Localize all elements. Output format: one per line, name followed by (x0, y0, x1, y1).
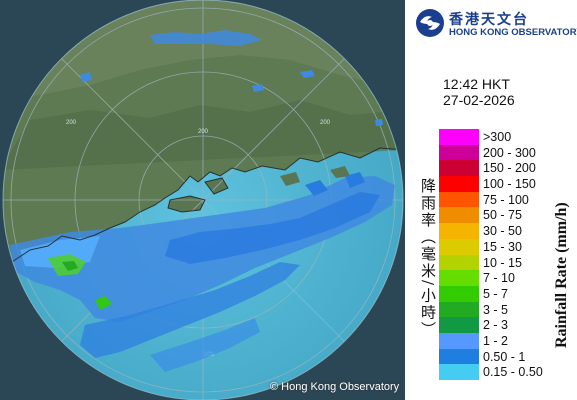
range-label: 200 (66, 120, 77, 126)
coastline (3, 147, 403, 269)
legend-item: >300 (439, 129, 569, 145)
legend-label: 50 - 75 (483, 208, 522, 223)
rain-echoes (10, 30, 395, 372)
legend-swatch (439, 238, 479, 255)
legend-panel: 香港天文台 HONG KONG OBSERVATORY 12:42 HKT 27… (405, 0, 577, 400)
legend-item: 200 - 300 (439, 144, 569, 161)
unit-label-zh: 降雨率（毫米/小時） (419, 178, 437, 339)
legend-label: 0.50 - 1 (483, 349, 526, 364)
legend-item: 0.50 - 1 (439, 348, 569, 365)
legend-item: 10 - 15 (439, 254, 569, 271)
legend-item: 75 - 100 (439, 191, 569, 208)
legend-item: 100 - 150 (439, 176, 569, 192)
legend-swatch (439, 332, 479, 349)
legend-swatch (439, 364, 479, 380)
range-label: 200 (198, 129, 209, 135)
rainfall-legend: >300 200 - 300 150 - 200 100 - 150 75 - … (439, 129, 569, 380)
legend-swatch (439, 129, 479, 145)
legend-item: 2 - 3 (439, 317, 569, 333)
legend-label: 0.15 - 0.50 (483, 365, 543, 380)
report-time: 12:42 HKT (443, 76, 510, 92)
legend-label: >300 (483, 130, 512, 144)
legend-label: 100 - 150 (483, 177, 536, 192)
radar-map[interactable]: 200 200 200 200 (0, 0, 405, 400)
legend-item: 3 - 5 (439, 301, 569, 318)
legend-swatch (439, 176, 479, 192)
legend-swatch (439, 317, 479, 333)
legend-label: 15 - 30 (483, 239, 522, 254)
legend-item: 1 - 2 (439, 332, 569, 349)
legend-label: 5 - 7 (483, 286, 509, 301)
legend-item: 0.15 - 0.50 (439, 364, 569, 380)
org-name-en: HONG KONG OBSERVATORY (449, 27, 577, 38)
legend-item: 5 - 7 (439, 285, 569, 302)
legend-item: 50 - 75 (439, 207, 569, 224)
range-label: 200 (320, 120, 331, 126)
legend-label: 75 - 100 (483, 192, 529, 207)
legend-item: 7 - 10 (439, 270, 569, 286)
legend-swatch (439, 223, 479, 239)
legend-item: 15 - 30 (439, 238, 569, 255)
legend-swatch (439, 301, 479, 318)
legend-label: 150 - 200 (483, 161, 536, 176)
legend-item: 150 - 200 (439, 160, 569, 177)
legend-swatch (439, 191, 479, 208)
hko-logo[interactable]: 香港天文台 HONG KONG OBSERVATORY (415, 6, 577, 42)
report-date: 27-02-2026 (443, 92, 515, 108)
legend-swatch (439, 285, 479, 302)
org-name-zh: 香港天文台 (449, 12, 529, 28)
unit-label-en: Rainfall Rate (mm/h) (553, 202, 570, 348)
legend-label: 2 - 3 (483, 318, 509, 333)
legend-label: 30 - 50 (483, 224, 522, 239)
legend-swatch (439, 270, 479, 286)
legend-swatch (439, 160, 479, 177)
hko-logo-icon (416, 9, 444, 37)
legend-item: 30 - 50 (439, 223, 569, 239)
legend-label: 3 - 5 (483, 302, 509, 317)
legend-swatch (439, 348, 479, 365)
legend-label: 1 - 2 (483, 333, 509, 348)
legend-swatch (439, 144, 479, 161)
legend-label: 7 - 10 (483, 271, 515, 286)
legend-label: 200 - 300 (483, 145, 536, 160)
legend-label: 10 - 15 (483, 255, 522, 270)
legend-swatch (439, 254, 479, 271)
copyright-text: © Hong Kong Observatory (270, 381, 400, 393)
legend-swatch (439, 207, 479, 224)
